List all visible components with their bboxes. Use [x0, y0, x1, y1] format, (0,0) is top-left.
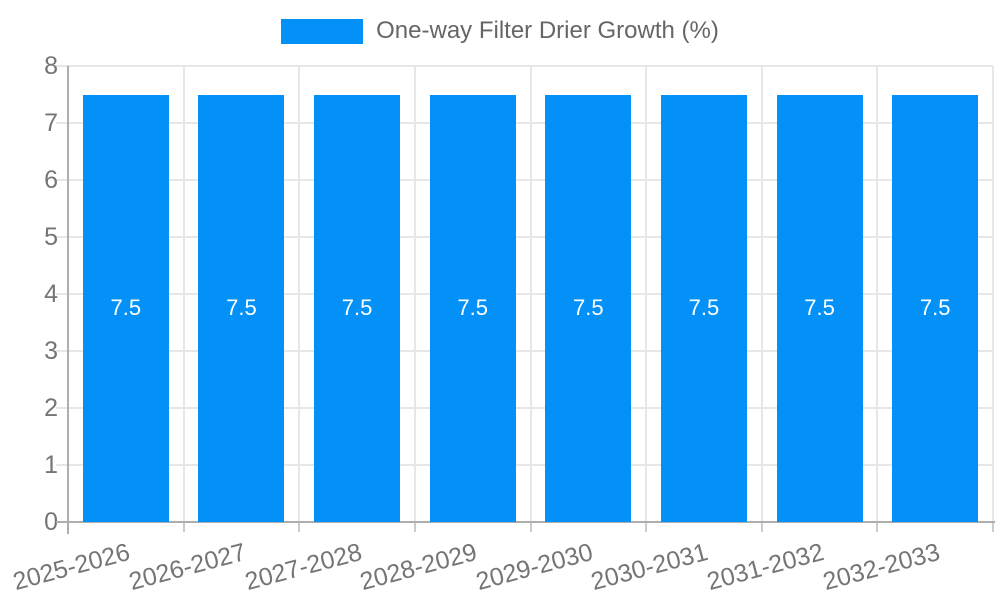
bar: 7.5 — [82, 94, 169, 522]
vertical-gridline — [298, 66, 301, 522]
bar-value-label: 7.5 — [341, 295, 373, 321]
bar: 7.5 — [314, 94, 401, 522]
x-axis-tick — [876, 522, 879, 532]
x-axis-tick — [760, 522, 763, 532]
y-axis-tick-label: 7 — [44, 109, 58, 137]
y-axis-tick-label: 0 — [44, 508, 58, 536]
x-axis-tick — [298, 522, 301, 532]
vertical-gridline — [413, 66, 416, 522]
y-axis-tick — [56, 236, 68, 238]
bar: 7.5 — [198, 94, 285, 522]
y-axis-tick — [56, 65, 68, 67]
plot-area: 0 1 2 3 4 5 6 7 8 7.5 7.5 7.5 7.5 7.5 7.5 7.5 7.5 — [44, 52, 995, 536]
y-axis-tick — [56, 179, 68, 181]
legend[interactable]: One-way Filter Drier Growth (%) — [0, 17, 1000, 45]
x-axis-category-label: 2032-2033 — [819, 538, 943, 596]
bar: 7.5 — [545, 94, 632, 522]
vertical-gridline — [992, 66, 994, 522]
y-axis-tick — [56, 464, 68, 466]
x-axis-line — [56, 521, 995, 523]
y-axis-tick-label: 8 — [44, 52, 58, 80]
x-axis-category-label: 2030-2031 — [588, 538, 712, 596]
x-axis-tick — [645, 522, 648, 532]
bar-value-label: 7.5 — [919, 295, 951, 321]
bar-value-label: 7.5 — [110, 295, 142, 321]
y-axis-tick-label: 5 — [44, 223, 58, 251]
y-axis-tick-label: 6 — [44, 166, 58, 194]
y-axis-tick — [56, 293, 68, 295]
x-axis-tick — [992, 522, 994, 532]
x-axis-category-label: 2027-2028 — [241, 538, 365, 596]
x-axis-tick — [182, 522, 185, 532]
vertical-gridline — [876, 66, 879, 522]
legend-swatch — [281, 18, 364, 44]
y-axis-tick-label: 4 — [44, 280, 58, 308]
y-axis-tick-label: 2 — [44, 394, 58, 422]
vertical-gridline — [645, 66, 648, 522]
y-axis-tick-label: 1 — [44, 451, 58, 479]
x-axis-tick — [529, 522, 532, 532]
bar: 7.5 — [892, 94, 979, 522]
bar: 7.5 — [660, 94, 747, 522]
y-axis-tick — [56, 407, 68, 409]
x-axis-category-label: 2028-2029 — [357, 538, 480, 596]
x-axis-category-label: 2026-2027 — [125, 538, 249, 596]
vertical-gridline — [760, 66, 763, 522]
x-axis-tick — [413, 522, 416, 532]
x-axis-category-label: 2031-2032 — [704, 538, 827, 596]
bar-value-label: 7.5 — [573, 295, 604, 321]
bar: 7.5 — [776, 94, 863, 522]
y-axis-tick — [56, 350, 68, 352]
x-axis-category-label: 2025-2026 — [10, 538, 134, 596]
bar-value-label: 7.5 — [457, 295, 488, 321]
bar-value-label: 7.5 — [804, 295, 835, 321]
vertical-gridline — [182, 66, 185, 522]
x-axis-category-label: 2029-2030 — [472, 538, 596, 596]
y-axis-line — [67, 66, 69, 534]
bar-value-label: 7.5 — [688, 295, 720, 321]
y-axis-tick-label: 3 — [44, 337, 58, 365]
legend-label: One-way Filter Drier Growth (%) — [376, 17, 719, 44]
bar: 7.5 — [429, 94, 516, 522]
bar-value-label: 7.5 — [226, 295, 257, 321]
vertical-gridline — [529, 66, 532, 522]
y-axis-tick — [56, 122, 68, 124]
